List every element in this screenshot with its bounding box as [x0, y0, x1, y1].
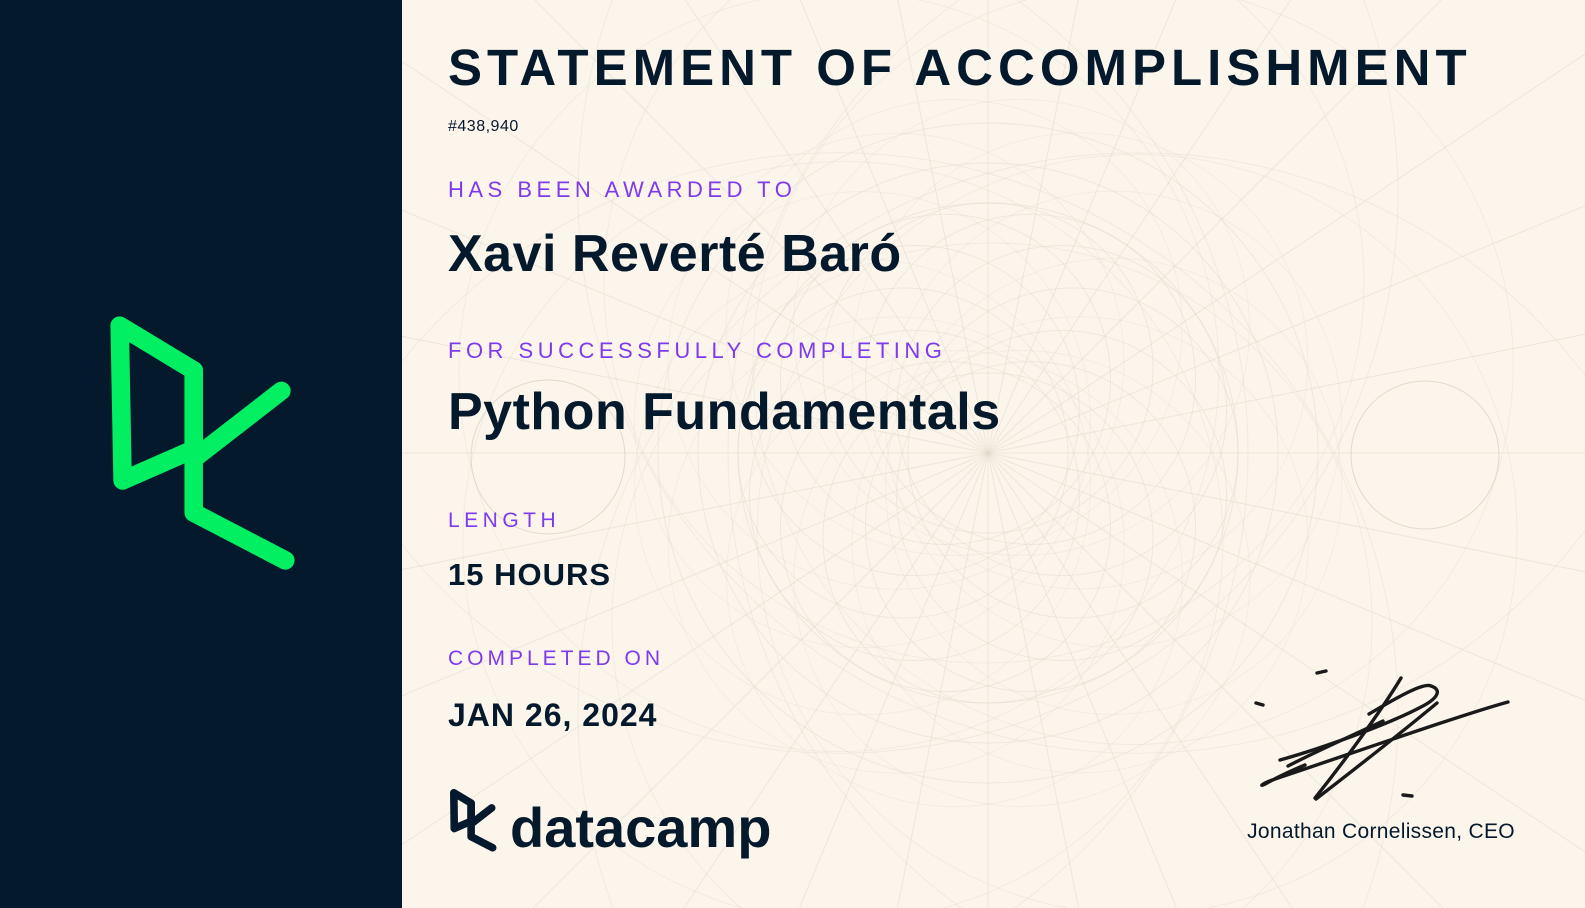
course-name: Python Fundamentals [448, 383, 1001, 441]
recipient-name: Xavi Reverté Baró [448, 225, 902, 283]
signature-caption: Jonathan Cornelissen, CEO [1247, 820, 1515, 843]
completed-on-label: COMPLETED ON [448, 647, 665, 670]
certificate-body: STATEMENT OF ACCOMPLISHMENT #438,940 HAS… [402, 0, 1585, 908]
left-brand-panel [0, 0, 402, 908]
completed-date: JAN 26, 2024 [448, 697, 658, 733]
datacamp-mark-icon [110, 316, 295, 570]
certificate-title: STATEMENT OF ACCOMPLISHMENT [448, 39, 1472, 96]
certificate-number: #438,940 [448, 118, 519, 135]
signature-scribble-icon [1254, 669, 1510, 801]
awarded-to-label: HAS BEEN AWARDED TO [448, 177, 797, 202]
signature-block: Jonathan Cornelissen, CEO [1220, 632, 1542, 844]
datacamp-logo-icon [450, 788, 497, 852]
completing-label: FOR SUCCESSFULLY COMPLETING [448, 338, 947, 363]
datacamp-wordmark: datacamp [510, 796, 772, 859]
length-value: 15 HOURS [448, 557, 612, 592]
datacamp-logo: datacamp [448, 788, 778, 858]
length-label: LENGTH [448, 509, 561, 532]
